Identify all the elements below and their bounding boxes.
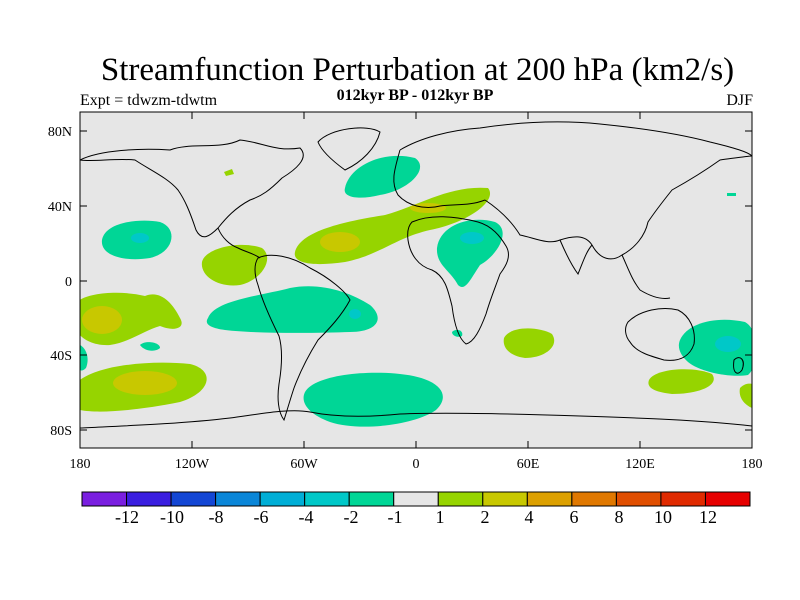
lon-label: 0 [413,457,420,472]
colorbar-label: 12 [699,507,717,527]
contour-negative-region [436,219,503,288]
colorbar-swatch [615,491,662,507]
colorbar-label: 10 [654,507,672,527]
contour-negative-region [727,193,736,196]
contour-positive-region [648,369,714,394]
colorbar-swatch [170,491,217,507]
lon-label: 180 [70,457,91,472]
colorbar-swatch [126,491,172,507]
colorbar-swatch [437,491,484,507]
lon-label: 180 [742,457,763,472]
lon-label: 120W [175,457,210,472]
contour-negative-region [140,342,160,351]
colorbar-swatch [304,491,350,507]
season-label: DJF [726,92,753,109]
colorbar-swatch [482,491,528,507]
contour-negative-core [460,232,484,244]
colorbar-label: -1 [388,507,403,527]
colorbar-swatch [393,491,439,507]
contour-negative-core [349,309,361,319]
colorbar-label: -12 [115,507,139,527]
longitude-labels: 180 120W 60W 0 60E 120E 180 [70,457,763,472]
lat-label: 40N [48,200,72,215]
lon-label: 60W [290,457,318,472]
contour-negative-region [80,345,88,371]
colorbar-labels: -12 -10 -8 -6 -4 -2 -1 1 2 4 6 8 10 12 [115,507,717,527]
colorbar-label: 1 [436,507,445,527]
lon-label: 120E [625,457,655,472]
colorbar-label: -8 [209,507,224,527]
contour-negative-core [131,233,149,243]
lat-label: 80N [48,125,72,140]
latitude-labels: 80N 40N 0 40S 80S [48,125,72,439]
colorbar-label: -2 [344,507,359,527]
contour-positive-region [739,383,752,408]
colorbar-swatch [704,491,751,507]
chart-title: Streamfunction Perturbation at 200 hPa (… [100,52,735,88]
contour-fields [80,121,752,429]
colorbar-swatch [571,491,617,507]
axis-ticks [79,112,753,448]
colorbar-swatch [259,491,306,507]
contour-positive-core [113,371,177,395]
contour-negative-region [303,372,443,427]
contour-positive-region [503,328,555,358]
colorbar-swatch [348,491,395,507]
contour-negative-region [344,155,421,198]
lat-label: 80S [50,424,72,439]
colorbar-label: -10 [160,507,184,527]
lat-label: 0 [65,275,72,290]
contour-positive-core [82,306,122,334]
colorbar-swatch [81,491,128,507]
lat-label: 40S [50,349,72,364]
colorbar-label: -4 [299,507,314,527]
colorbar-label: 8 [615,507,624,527]
contour-negative-core [715,336,741,352]
colorbar-label: 6 [570,507,579,527]
colorbar-label: 4 [525,507,534,527]
contour-positive-region [201,244,268,286]
contour-positive-region [224,169,234,176]
colorbar-label: 2 [481,507,490,527]
chart-subtitle: 012kyr BP - 012kyr BP [336,87,494,104]
coastlines [80,121,752,429]
lon-label: 60E [517,457,540,472]
colorbar [81,491,751,507]
experiment-label: Expt = tdwzm-tdwtm [80,92,218,109]
colorbar-swatch [526,491,573,507]
contour-positive-core [320,232,360,252]
colorbar-label: -6 [254,507,269,527]
colorbar-swatch [660,491,706,507]
colorbar-swatch [215,491,261,507]
